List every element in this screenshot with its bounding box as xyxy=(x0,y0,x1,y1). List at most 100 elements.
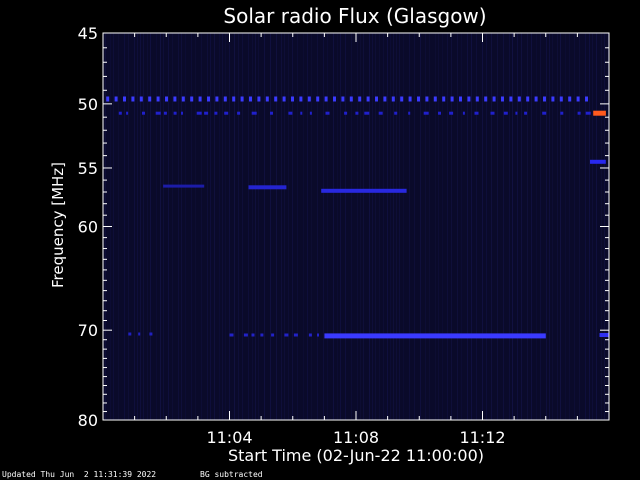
emission-50-mhz-periodic-interference xyxy=(417,96,420,102)
y-tick-label: 45 xyxy=(78,24,98,43)
emission-51-mhz-sparse-emission xyxy=(560,111,564,115)
noise-streak xyxy=(360,33,361,420)
noise-streak xyxy=(363,33,364,420)
emission-50-mhz-periodic-interference xyxy=(492,96,496,102)
emission-50-mhz-periodic-interference xyxy=(123,96,126,102)
emission-51-mhz-sparse-emission xyxy=(394,111,398,115)
noise-streak xyxy=(557,33,558,420)
noise-streak xyxy=(372,33,373,420)
y-tick-label: 70 xyxy=(78,321,98,340)
emission-51-mhz-sparse-emission xyxy=(142,111,145,115)
emission-50-mhz-periodic-interference xyxy=(576,96,580,102)
noise-streak xyxy=(248,33,249,420)
x-tick-label: 11:04 xyxy=(206,428,252,447)
emission-50-mhz-periodic-interference xyxy=(517,96,521,102)
noise-streak xyxy=(531,33,532,420)
noise-streak xyxy=(467,33,468,420)
noise-streak xyxy=(311,33,312,420)
emission-50-mhz-periodic-interference xyxy=(543,96,546,102)
emission-50-mhz-periodic-interference xyxy=(375,96,378,102)
emission-51-mhz-sparse-emission xyxy=(181,111,183,115)
noise-streak xyxy=(345,33,346,420)
emission-50-mhz-periodic-interference xyxy=(240,96,244,102)
noise-streak xyxy=(357,33,358,420)
emission-51-mhz-sparse-emission xyxy=(355,111,359,115)
emission-51-mhz-sparse-emission xyxy=(163,111,167,115)
noise-streak xyxy=(252,33,253,420)
emission-51-mhz-sparse-emission xyxy=(524,111,528,115)
emission-70-5-mhz-edge xyxy=(599,333,609,337)
emission-57-mhz-band-c xyxy=(321,188,407,193)
emission-70-5-mhz-sparse xyxy=(308,333,312,337)
emission-50-mhz-periodic-interference xyxy=(291,96,294,102)
emission-51-mhz-sparse-emission xyxy=(515,111,518,115)
noise-streak xyxy=(435,33,436,420)
emission-70-5-mhz-interference xyxy=(128,332,132,336)
noise-streak xyxy=(471,33,472,420)
emission-51-mhz-sparse-emission xyxy=(196,111,202,115)
noise-streak xyxy=(234,33,235,420)
noise-streak xyxy=(292,33,293,420)
noise-streak xyxy=(172,33,173,420)
noise-streak xyxy=(181,33,182,420)
noise-streak xyxy=(399,33,400,420)
emission-51-mhz-sparse-emission xyxy=(251,111,257,115)
noise-streak xyxy=(536,33,537,420)
emission-70-5-mhz-sparse xyxy=(317,333,319,337)
noise-streak xyxy=(307,33,308,420)
footer-updated: Updated Thu Jun 2 11:31:39 2022 xyxy=(2,470,157,479)
noise-streak xyxy=(546,33,547,420)
emission-51-mhz-sparse-emission xyxy=(462,111,465,115)
noise-streak xyxy=(264,33,265,420)
noise-streak xyxy=(297,33,298,420)
emission-50-mhz-periodic-interference xyxy=(400,96,404,102)
emission-50-mhz-periodic-interference xyxy=(526,96,530,102)
noise-streak xyxy=(565,33,566,420)
noise-streak xyxy=(327,33,328,420)
noise-streak xyxy=(420,33,421,420)
emission-70-5-mhz-interference xyxy=(138,332,141,336)
emission-50-mhz-periodic-interference xyxy=(131,96,135,102)
emission-50-mhz-periodic-interference xyxy=(215,96,219,102)
noise-streak xyxy=(579,33,580,420)
emission-51-mhz-sparse-emission xyxy=(438,111,441,115)
noise-streak xyxy=(143,33,144,420)
noise-streak xyxy=(113,33,114,420)
noise-streak xyxy=(414,33,415,420)
emission-50-mhz-periodic-interference xyxy=(156,96,160,102)
noise-streak xyxy=(486,33,487,420)
emission-51-mhz-sparse-emission xyxy=(449,111,454,115)
emission-50-mhz-periodic-interference xyxy=(425,96,429,102)
emission-50-mhz-periodic-interference xyxy=(265,96,269,102)
emission-51-mhz-sparse-emission xyxy=(344,111,348,115)
emission-50-mhz-periodic-interference xyxy=(349,96,353,102)
x-tick-label: 11:12 xyxy=(459,428,505,447)
emission-70-5-mhz-sparse xyxy=(260,333,264,337)
emission-50-mhz-periodic-interference xyxy=(190,96,194,102)
emission-51-mhz-sparse-emission xyxy=(288,111,293,115)
noise-streak xyxy=(168,33,169,420)
noise-streak xyxy=(163,33,164,420)
emission-51-mhz-sparse-emission xyxy=(126,111,129,115)
noise-streak xyxy=(375,33,376,420)
emission-50-mhz-periodic-interference xyxy=(459,96,462,102)
emission-50-mhz-periodic-interference xyxy=(333,96,336,102)
emission-50-mhz-periodic-interference xyxy=(173,96,177,102)
noise-streak xyxy=(393,33,394,420)
emission-51-mhz-sparse-emission xyxy=(490,111,495,115)
emission-51-mhz-sparse-emission xyxy=(378,111,383,115)
noise-streak xyxy=(284,33,285,420)
noise-streak xyxy=(560,33,561,420)
noise-streak xyxy=(574,33,575,420)
noise-streak xyxy=(258,33,259,420)
noise-streak xyxy=(276,33,277,420)
emission-51-mhz-sparse-emission xyxy=(214,111,218,115)
noise-streak xyxy=(317,33,318,420)
emission-50-mhz-periodic-interference xyxy=(501,96,504,102)
noise-streak xyxy=(509,33,510,420)
emission-50-mhz-periodic-interference xyxy=(114,96,118,102)
noise-streak xyxy=(229,33,230,420)
noise-streak xyxy=(124,33,125,420)
emission-50-mhz-periodic-interference xyxy=(181,96,185,102)
